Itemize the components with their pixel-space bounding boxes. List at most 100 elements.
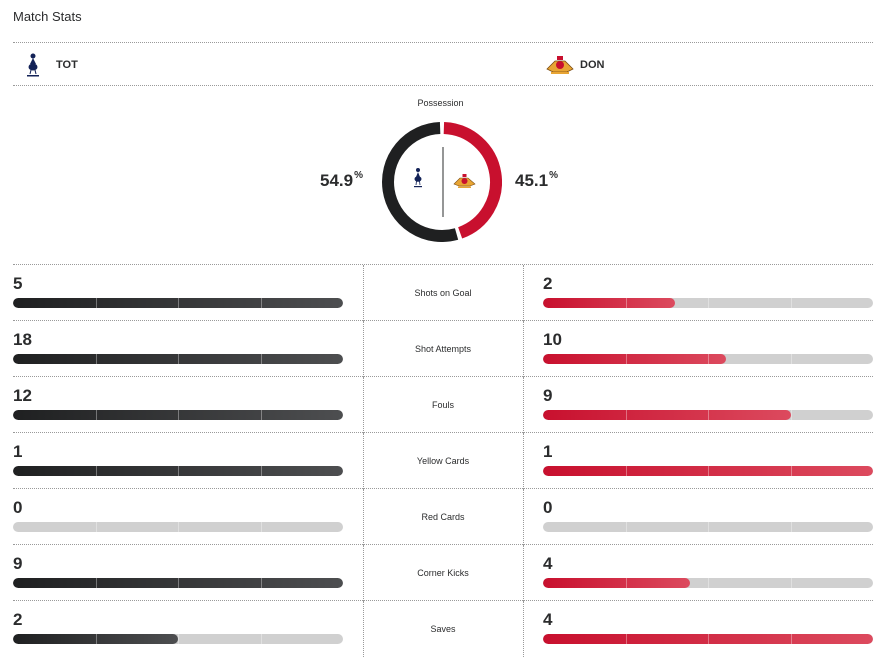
- home-possession-value: 54.9%: [320, 170, 363, 190]
- home-stat-bar: [13, 522, 343, 532]
- column-divider: [523, 265, 524, 321]
- bar-segment-tick: [625, 522, 627, 532]
- stat-row: 1 Yellow Cards 1: [13, 433, 873, 489]
- away-stat-bar: [543, 578, 873, 588]
- stat-label: Shots on Goal: [414, 288, 472, 298]
- bar-segment-tick: [178, 634, 179, 644]
- bar-segment-tick: [95, 466, 97, 476]
- bar-segment-tick: [790, 578, 792, 588]
- home-stat-bar-fill: [13, 298, 343, 308]
- stat-row: 18 Shot Attempts 10: [13, 321, 873, 377]
- away-stat-bar-fill: [543, 410, 792, 420]
- home-stat-value: 2: [13, 610, 23, 629]
- bar-segment-tick: [178, 298, 179, 308]
- away-stat-value: 4: [543, 554, 553, 573]
- column-divider: [523, 601, 524, 657]
- away-stat-bar: [543, 634, 873, 644]
- bar-segment-tick: [708, 634, 709, 644]
- bar-segment-tick: [708, 354, 709, 364]
- away-stat-value: 10: [543, 330, 562, 349]
- bar-segment-tick: [708, 298, 709, 308]
- bar-segment-tick: [260, 410, 262, 420]
- home-team-abbr: TOT: [56, 59, 78, 71]
- tottenham-crest-icon: [20, 52, 46, 78]
- column-divider: [523, 545, 524, 601]
- bar-segment-tick: [708, 466, 709, 476]
- column-divider: [523, 433, 524, 489]
- away-stat-value: 4: [543, 610, 553, 629]
- home-stat-value: 12: [13, 386, 32, 405]
- bar-segment-tick: [625, 634, 627, 644]
- away-stat-bar: [543, 354, 873, 364]
- away-possession-value: 45.1%: [515, 170, 558, 190]
- away-stat-bar: [543, 410, 873, 420]
- home-stat-bar: [13, 634, 343, 644]
- bar-segment-tick: [260, 298, 262, 308]
- bar-segment-tick: [625, 578, 627, 588]
- bar-segment-tick: [178, 466, 179, 476]
- doncaster-crest-icon: [453, 174, 476, 188]
- bar-segment-tick: [790, 466, 792, 476]
- row-divider: [13, 432, 873, 433]
- bar-segment-tick: [178, 578, 179, 588]
- home-stat-value: 5: [13, 274, 23, 293]
- away-stat-bar: [543, 298, 873, 308]
- column-divider: [363, 321, 364, 377]
- bar-segment-tick: [95, 578, 97, 588]
- bar-segment-tick: [625, 354, 627, 364]
- bar-segment-tick: [625, 298, 627, 308]
- bar-segment-tick: [625, 466, 627, 476]
- bar-segment-tick: [260, 578, 262, 588]
- column-divider: [363, 489, 364, 545]
- bar-segment-tick: [95, 634, 97, 644]
- stat-label: Yellow Cards: [416, 456, 470, 466]
- home-team: TOT: [20, 52, 78, 78]
- home-stat-value: 0: [13, 498, 23, 517]
- stat-row: 12 Fouls 9: [13, 377, 873, 433]
- row-divider: [13, 544, 873, 545]
- tottenham-crest-icon: [414, 168, 422, 188]
- bar-segment-tick: [95, 298, 97, 308]
- home-stat-bar: [13, 578, 343, 588]
- column-divider: [523, 321, 524, 377]
- home-stat-bar-fill: [13, 634, 262, 644]
- row-divider: [13, 264, 873, 265]
- match-stats-title: Match Stats: [13, 9, 82, 24]
- bar-segment-tick: [708, 578, 709, 588]
- away-stat-value: 9: [543, 386, 553, 405]
- bar-segment-tick: [178, 354, 179, 364]
- bar-segment-tick: [790, 634, 792, 644]
- away-stat-bar-fill: [543, 298, 792, 308]
- bar-segment-tick: [790, 354, 792, 364]
- home-stat-bar: [13, 466, 343, 476]
- home-stat-bar: [13, 298, 343, 308]
- row-divider: [13, 376, 873, 377]
- row-divider: [13, 600, 873, 601]
- stat-label: Corner Kicks: [417, 568, 469, 578]
- stat-row: 9 Corner Kicks 4: [13, 545, 873, 601]
- stat-row: 5 Shots on Goal 2: [13, 265, 873, 321]
- away-possession-arc: [443, 122, 502, 239]
- home-stat-bar-fill: [13, 410, 343, 420]
- column-divider: [363, 433, 364, 489]
- away-stat-value: 2: [543, 274, 553, 293]
- stat-row: 0 Red Cards 0: [13, 489, 873, 545]
- bar-segment-tick: [178, 410, 179, 420]
- bar-segment-tick: [625, 410, 627, 420]
- home-stat-value: 18: [13, 330, 32, 349]
- bar-segment-tick: [95, 354, 97, 364]
- away-team: DON: [544, 52, 604, 78]
- away-stat-value: 1: [543, 442, 553, 461]
- home-stat-value: 1: [13, 442, 23, 461]
- home-stat-value: 9: [13, 554, 23, 573]
- away-team-abbr: DON: [580, 59, 605, 71]
- bar-segment-tick: [708, 410, 709, 420]
- column-divider: [523, 489, 524, 545]
- bar-segment-tick: [260, 354, 262, 364]
- stat-label: Shot Attempts: [414, 344, 472, 354]
- divider: [13, 42, 873, 43]
- possession-donut: [382, 122, 502, 242]
- away-stat-bar-fill: [543, 466, 873, 476]
- bar-segment-tick: [95, 522, 97, 532]
- bar-segment-tick: [178, 522, 179, 532]
